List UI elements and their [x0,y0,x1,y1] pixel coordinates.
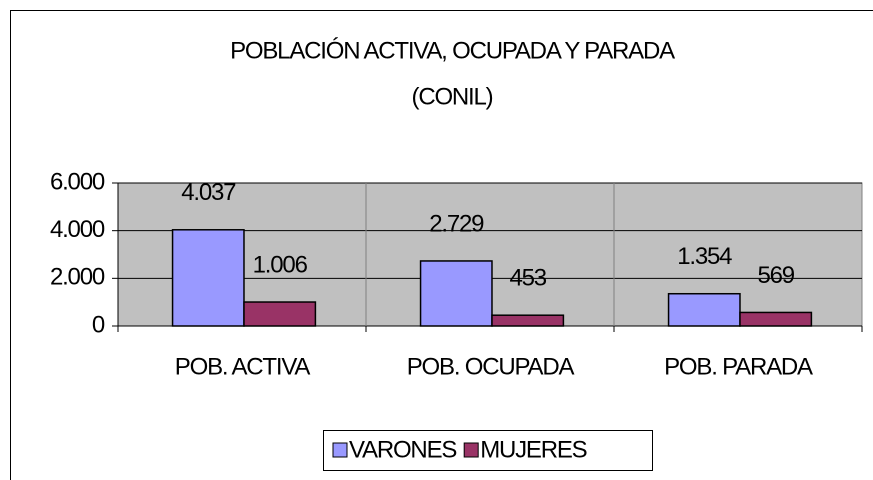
bar [171,229,245,327]
legend-swatch [463,442,479,458]
chart-subtitle: (CONIL) [412,83,493,110]
value-label: 1.006 [253,251,308,278]
x-tick-label: POB. ACTIVA [175,353,311,380]
y-tick-label: 0 [92,311,105,338]
bar [243,301,317,327]
value-label: 4.037 [181,179,236,206]
legend-box [323,430,653,471]
y-tick-label: 6.000 [50,168,105,195]
legend-label: VARONES [349,436,456,463]
bar [419,260,493,327]
y-tick-label: 2.000 [50,264,105,291]
value-label: 453 [509,265,546,292]
legend-swatch [332,442,348,458]
y-tick-label: 4.000 [50,216,105,243]
bar [491,314,565,327]
legend-label: MUJERES [480,436,586,463]
bar [667,292,741,327]
x-tick-label: POB. OCUPADA [407,353,575,380]
value-label: 2.729 [429,210,484,237]
x-tick-label: POB. PARADA [664,353,813,380]
chart-title: POBLACIÓN ACTIVA, OCUPADA Y PARADA [230,37,675,64]
bar [739,311,813,327]
value-label: 569 [757,262,794,289]
value-label: 1.354 [677,243,732,270]
